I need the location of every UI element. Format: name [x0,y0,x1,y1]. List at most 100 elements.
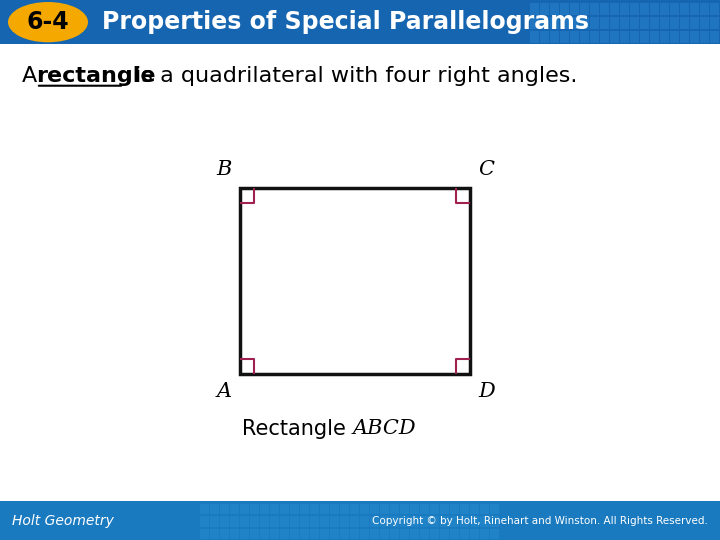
Bar [570,3,579,15]
Bar [610,31,619,43]
Bar [490,529,499,539]
Bar [540,31,549,43]
Bar [410,529,419,539]
Bar [420,516,429,526]
Bar [700,31,709,43]
Bar [300,529,309,539]
Bar [350,516,359,526]
Bar [710,17,719,29]
Bar [530,3,539,15]
Bar [440,504,449,515]
Bar [430,504,439,515]
Bar [380,529,389,539]
Text: A: A [22,66,45,86]
Text: rectangle: rectangle [36,66,156,86]
Bar [610,3,619,15]
Bar [360,504,369,515]
Bar [490,516,499,526]
Bar [410,504,419,515]
Bar [660,3,669,15]
Bar [350,504,359,515]
Bar [680,3,689,15]
Bar [640,17,649,29]
Bar [590,17,599,29]
Bar [410,516,419,526]
Bar [340,529,349,539]
Text: B: B [217,160,232,179]
Bar [420,529,429,539]
Text: D: D [478,382,495,401]
Bar [250,516,259,526]
Bar [670,31,679,43]
Bar [390,529,399,539]
Bar [250,529,259,539]
Bar [400,529,409,539]
Bar [220,504,229,515]
Bar [480,504,489,515]
Bar [210,504,219,515]
Bar [230,516,239,526]
Bar [630,17,639,29]
Text: is a quadrilateral with four right angles.: is a quadrilateral with four right angle… [128,66,577,86]
Bar [690,31,699,43]
Bar [210,516,219,526]
Bar [440,529,449,539]
Bar [390,504,399,515]
Bar [340,504,349,515]
Text: Copyright © by Holt, Rinehart and Winston. All Rights Reserved.: Copyright © by Holt, Rinehart and Winsto… [372,516,708,525]
Bar [550,3,559,15]
Bar [640,3,649,15]
Text: Holt Geometry: Holt Geometry [12,514,114,528]
Bar [460,529,469,539]
Bar [480,516,489,526]
Bar [700,3,709,15]
Bar [650,31,659,43]
Bar [280,529,289,539]
Bar [620,31,629,43]
Bar [660,17,669,29]
Bar [480,529,489,539]
Bar [640,31,649,43]
Bar [630,31,639,43]
Bar [570,31,579,43]
Bar [590,3,599,15]
Bar [270,504,279,515]
Bar [240,529,249,539]
Bar [280,516,289,526]
Bar [280,504,289,515]
Bar [370,504,379,515]
Bar [550,17,559,29]
Bar [240,516,249,526]
Text: Rectangle: Rectangle [243,419,353,439]
Bar [560,3,569,15]
Text: Properties of Special Parallelograms: Properties of Special Parallelograms [102,10,589,34]
Bar [650,3,659,15]
Bar [450,516,459,526]
Bar [230,529,239,539]
Bar [650,17,659,29]
Bar [330,504,339,515]
Text: A: A [217,382,232,401]
Bar [670,3,679,15]
Bar [670,17,679,29]
Bar [260,516,269,526]
Bar [310,504,319,515]
Bar [400,504,409,515]
Bar [210,529,219,539]
Bar [700,17,709,29]
Bar [230,504,239,515]
Bar [660,31,669,43]
Bar [590,31,599,43]
Bar [320,516,329,526]
Bar [300,516,309,526]
Bar [440,516,449,526]
Bar [460,516,469,526]
Bar [560,17,569,29]
Text: 6-4: 6-4 [27,10,69,34]
Bar [580,3,589,15]
Bar [540,3,549,15]
Bar [220,516,229,526]
Bar [290,516,299,526]
Bar [400,516,409,526]
Ellipse shape [8,2,88,42]
